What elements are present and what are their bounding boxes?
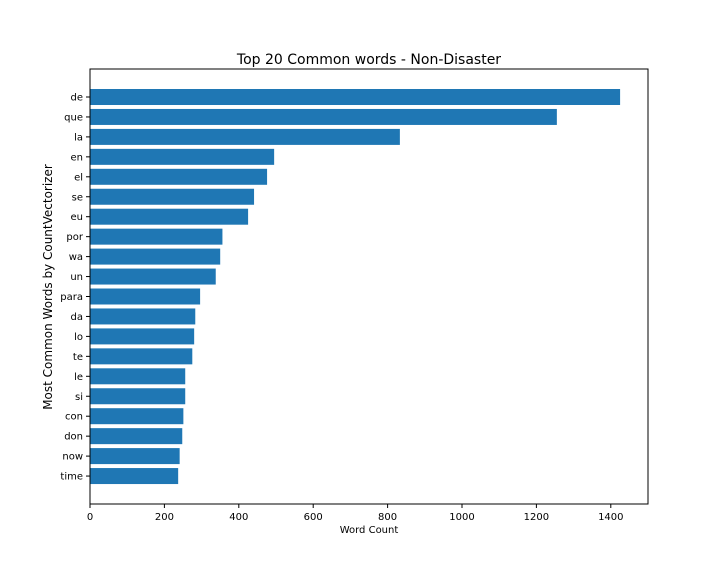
bars-group — [90, 89, 621, 485]
bar-wa — [90, 248, 221, 265]
x-axis-label: Word Count — [340, 525, 399, 536]
x-tick-label: 1400 — [598, 512, 623, 523]
y-tick-label: le — [74, 372, 83, 383]
y-axis-label: Most Common Words by CountVectorizer — [41, 164, 55, 410]
bar-lo — [90, 328, 195, 345]
y-ticks-group: de que la en el se eu por wa un para da lo te le si con d… — [60, 93, 90, 483]
y-tick-label: lo — [74, 332, 83, 343]
bar-para — [90, 288, 201, 305]
x-tick-label: 200 — [155, 512, 174, 523]
plot-frame — [89, 68, 649, 505]
y-tick-label: te — [73, 352, 83, 363]
y-tick-label: con — [65, 412, 83, 423]
bar-la — [90, 128, 400, 145]
y-tick-label: en — [71, 152, 84, 163]
bar-en — [90, 148, 275, 165]
y-tick-label: da — [71, 312, 83, 323]
bar-de — [90, 89, 621, 105]
bar-da — [90, 308, 196, 325]
y-tick-label: un — [70, 272, 83, 283]
x-tick-label: 400 — [229, 512, 248, 523]
y-tick-label: eu — [71, 212, 84, 223]
y-tick-label: si — [75, 392, 83, 403]
bar-si — [90, 388, 186, 405]
x-tick-label: 0 — [87, 512, 93, 523]
bar-por — [90, 228, 223, 245]
y-tick-label: time — [60, 472, 83, 483]
bar-que — [90, 108, 557, 125]
bar-un — [90, 268, 216, 285]
y-tick-label: se — [72, 192, 83, 203]
bar-con — [90, 408, 184, 425]
y-tick-label: don — [64, 432, 83, 443]
bar-le — [90, 368, 186, 385]
bar-eu — [90, 208, 249, 225]
x-tick-label: 800 — [378, 512, 397, 523]
y-tick-label: de — [71, 93, 84, 104]
bar-te — [90, 348, 193, 365]
bar-now — [90, 448, 180, 465]
y-tick-label: wa — [69, 252, 83, 263]
y-tick-label: que — [64, 112, 83, 123]
bar-se — [90, 188, 255, 205]
bar-don — [90, 428, 183, 445]
y-tick-label: por — [66, 232, 83, 243]
y-tick-label: el — [74, 172, 83, 183]
x-ticks-group: 0 200 400 600 800 1000 1200 1400 — [87, 504, 624, 523]
chart-title: Top 20 Common words - Non-Disaster — [236, 52, 501, 68]
y-tick-label: now — [62, 452, 83, 463]
bar-el — [90, 168, 268, 185]
y-tick-label: la — [74, 132, 83, 143]
x-tick-label: 1000 — [449, 512, 474, 523]
bar-time — [90, 468, 179, 485]
x-tick-label: 1200 — [524, 512, 549, 523]
y-tick-label: para — [60, 292, 83, 303]
x-tick-label: 600 — [304, 512, 323, 523]
